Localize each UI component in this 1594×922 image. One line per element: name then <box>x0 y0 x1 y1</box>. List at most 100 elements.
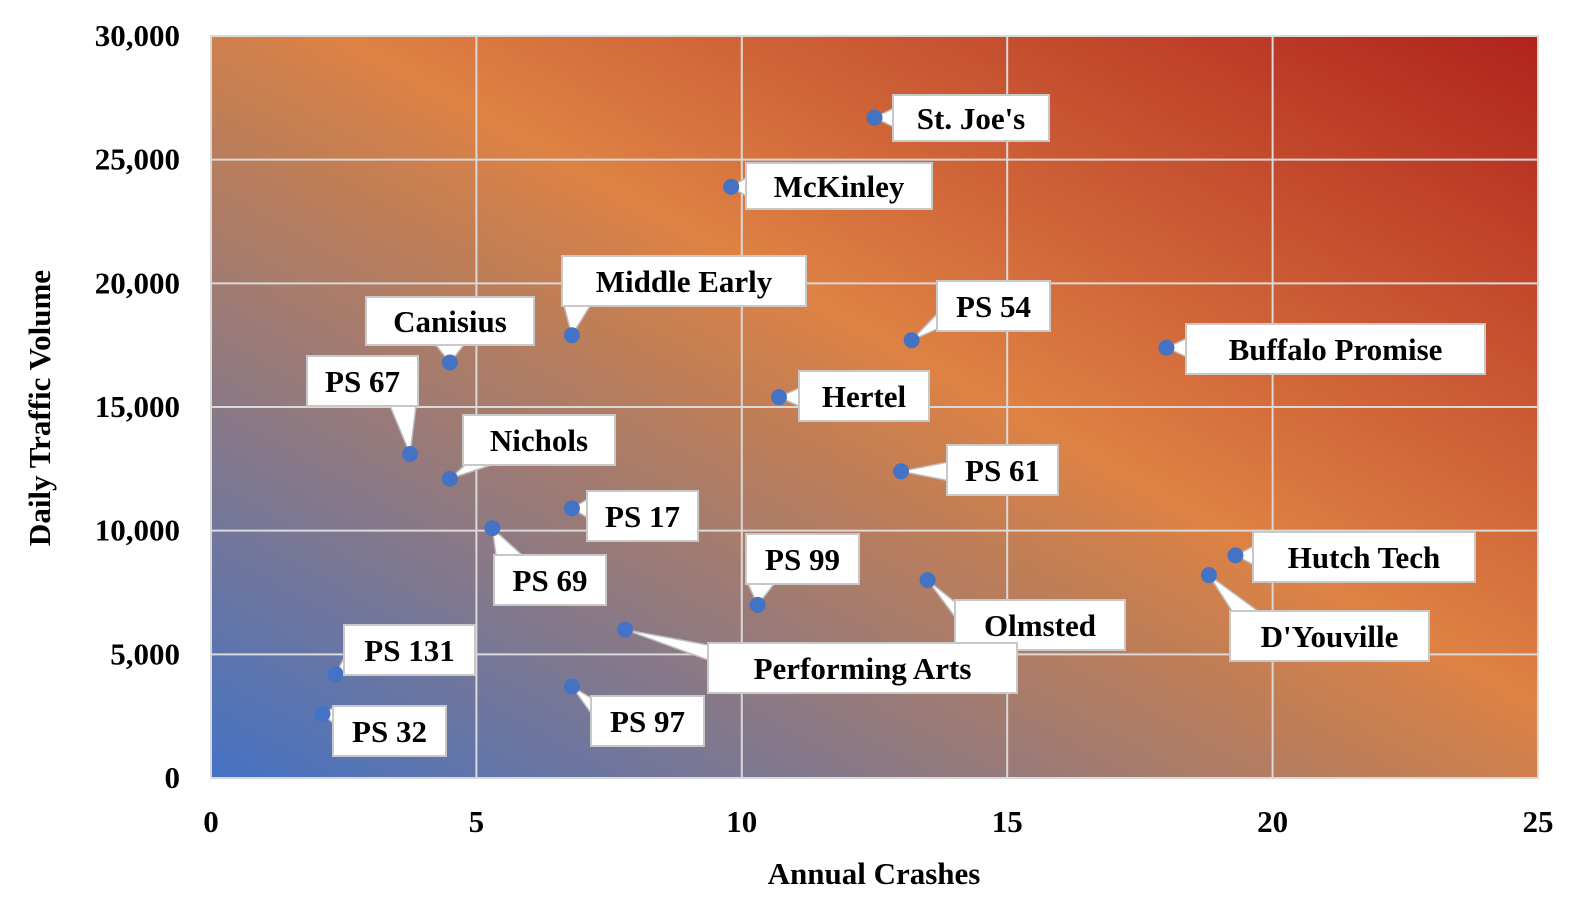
data-label: Middle Early <box>561 255 807 307</box>
data-label-text: McKinley <box>774 169 905 204</box>
data-point-marker[interactable] <box>1227 547 1244 564</box>
data-label: Performing Arts <box>707 642 1018 694</box>
data-label: Canisius <box>365 296 535 346</box>
data-label-text: D'Youville <box>1261 619 1399 654</box>
data-label-text: PS 69 <box>513 563 588 598</box>
data-label-text: St. Joe's <box>917 101 1026 136</box>
data-label-text: PS 97 <box>610 704 685 739</box>
x-tick-label: 5 <box>469 804 485 839</box>
y-tick-label: 25,000 <box>95 142 180 177</box>
data-label-leaders <box>321 107 1261 725</box>
data-label-box <box>745 162 933 210</box>
data-label-box <box>306 355 419 407</box>
data-label-text: PS 32 <box>352 714 427 749</box>
data-point-marker[interactable] <box>484 520 501 537</box>
data-point-marker[interactable] <box>563 500 580 517</box>
data-point-marker[interactable] <box>749 596 766 613</box>
data-point-marker[interactable] <box>617 621 634 638</box>
y-axis-title: Daily Traffic Volume <box>22 270 57 546</box>
data-label-box <box>561 255 807 307</box>
y-axis-ticks: 0 5,000 10,000 15,000 20,000 25,000 30,000 <box>95 18 180 795</box>
data-label-box <box>1252 531 1476 583</box>
data-label-box <box>586 490 699 542</box>
y-tick-label: 30,000 <box>95 18 180 53</box>
x-tick-label: 0 <box>203 804 219 839</box>
y-tick-label: 10,000 <box>95 513 180 548</box>
data-label-text: PS 17 <box>605 499 680 534</box>
data-label-text: Canisius <box>393 304 507 339</box>
data-point-marker[interactable] <box>893 463 910 480</box>
data-label-text: PS 61 <box>965 453 1040 488</box>
data-label-text: Performing Arts <box>754 651 972 686</box>
data-label: McKinley <box>745 162 933 210</box>
x-tick-label: 20 <box>1257 804 1288 839</box>
data-label-box <box>365 296 535 346</box>
data-label-text: Buffalo Promise <box>1229 332 1443 367</box>
y-tick-label: 20,000 <box>95 265 180 300</box>
data-point-marker[interactable] <box>441 354 458 371</box>
data-label: PS 32 <box>332 705 447 757</box>
data-label-text: PS 67 <box>325 364 400 399</box>
data-label: PS 99 <box>745 533 860 585</box>
data-label: PS 67 <box>306 355 419 407</box>
data-label-box <box>798 370 930 422</box>
data-label-box <box>936 280 1051 332</box>
data-label-text: PS 54 <box>956 289 1031 324</box>
data-point-marker[interactable] <box>563 327 580 344</box>
data-label: Olmsted <box>954 599 1126 651</box>
data-label-box <box>332 705 447 757</box>
data-label-text: Middle Early <box>596 264 773 299</box>
data-point-marker[interactable] <box>866 109 883 126</box>
x-axis-ticks: 0 5 10 15 20 25 <box>203 804 1553 839</box>
x-tick-label: 25 <box>1523 804 1554 839</box>
x-tick-label: 10 <box>726 804 757 839</box>
y-tick-label: 0 <box>165 760 181 795</box>
data-point-marker[interactable] <box>402 445 419 462</box>
data-point-marker[interactable] <box>723 178 740 195</box>
data-label: PS 97 <box>590 695 705 747</box>
data-point-marker[interactable] <box>1200 567 1217 584</box>
data-points <box>314 109 1244 722</box>
data-label: PS 54 <box>936 280 1051 332</box>
data-label-box <box>946 444 1059 496</box>
data-label: PS 69 <box>493 554 607 606</box>
data-label-box <box>590 695 705 747</box>
data-label-text: Hutch Tech <box>1288 540 1440 575</box>
data-label-box <box>954 599 1126 651</box>
data-label-box <box>493 554 607 606</box>
data-label-box <box>1185 323 1486 375</box>
x-axis-title: Annual Crashes <box>768 856 981 891</box>
data-label-text: Olmsted <box>984 608 1096 643</box>
data-label: Hutch Tech <box>1252 531 1476 583</box>
data-label: PS 17 <box>586 490 699 542</box>
data-label: D'Youville <box>1229 610 1430 662</box>
data-point-marker[interactable] <box>770 389 787 406</box>
x-tick-label: 15 <box>992 804 1023 839</box>
data-point-marker[interactable] <box>441 470 458 487</box>
data-point-marker[interactable] <box>1158 339 1175 356</box>
data-label-box <box>892 94 1050 142</box>
data-label-box <box>1229 610 1430 662</box>
data-label-box <box>745 533 860 585</box>
data-point-marker[interactable] <box>314 705 331 722</box>
y-tick-label: 5,000 <box>110 636 180 671</box>
data-label: St. Joe's <box>892 94 1050 142</box>
data-label: PS 61 <box>946 444 1059 496</box>
data-label-box <box>462 414 616 466</box>
data-label-text: Hertel <box>822 379 907 414</box>
data-label: Hertel <box>798 370 930 422</box>
data-labels: St. Joe's McKinley Middle Early Canisius PS … <box>306 94 1486 757</box>
data-point-marker[interactable] <box>563 678 580 695</box>
y-tick-label: 15,000 <box>95 389 180 424</box>
data-point-marker[interactable] <box>919 572 936 589</box>
data-point-marker[interactable] <box>903 332 920 349</box>
data-label-text: Nichols <box>490 423 588 458</box>
data-label-text: PS 99 <box>765 542 840 577</box>
data-label: Buffalo Promise <box>1185 323 1486 375</box>
data-label: Nichols <box>462 414 616 466</box>
data-label: PS 131 <box>343 624 476 676</box>
data-label-box <box>343 624 476 676</box>
data-point-marker[interactable] <box>327 666 344 683</box>
data-label-box <box>707 642 1018 694</box>
